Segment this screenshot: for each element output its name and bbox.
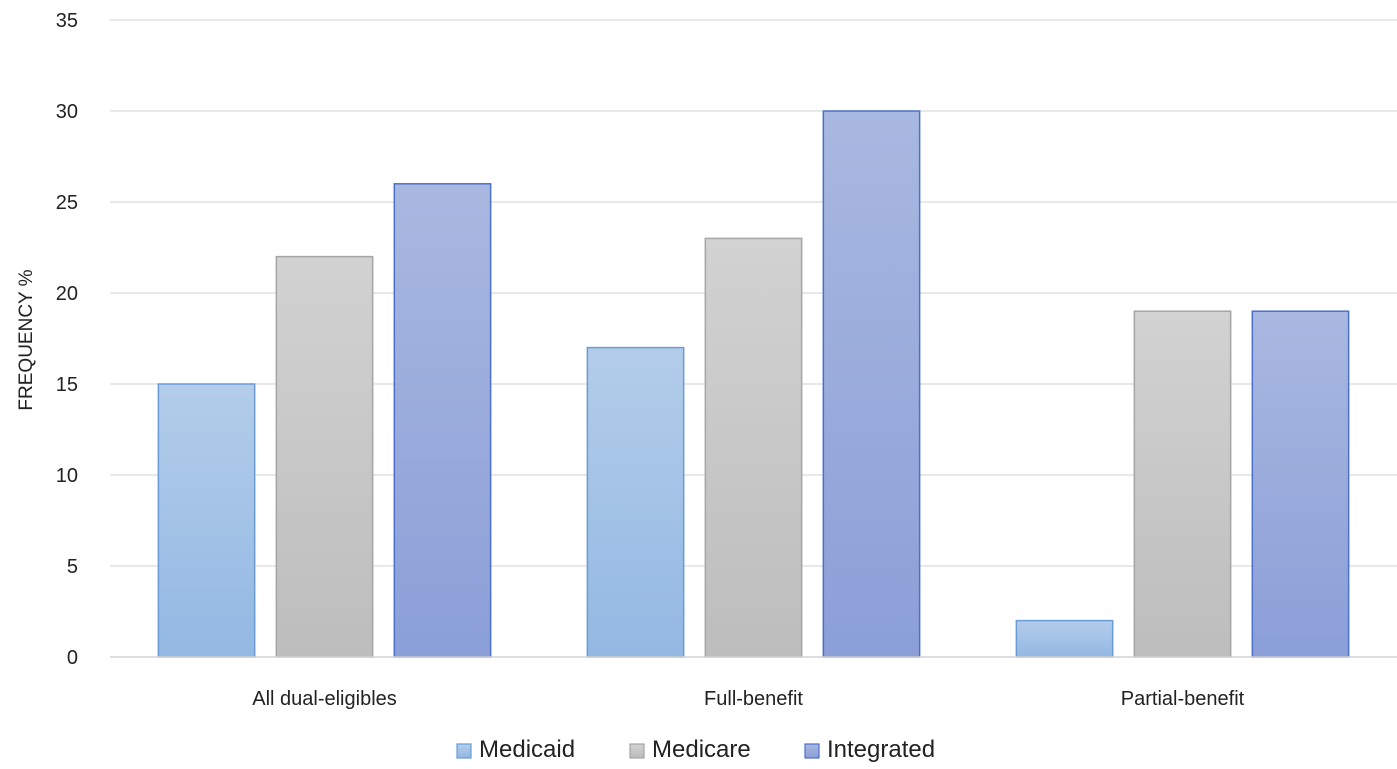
legend-label: Medicare	[652, 736, 751, 763]
legend-item-integrated: Integrated	[804, 736, 935, 763]
y-tick-label: 35	[56, 10, 78, 32]
y-tick-label: 20	[56, 283, 78, 305]
bar-medicare-all-dual-eligibles	[275, 255, 374, 658]
y-axis-ticks: 0 5 10 15 20 25 30 35	[56, 10, 78, 669]
y-tick-label: 5	[67, 556, 78, 578]
y-tick-label: 30	[56, 101, 78, 123]
x-axis-ticks: All dual-eligibles Full-benefit Partial-be…	[252, 688, 1244, 710]
y-tick-label: 0	[67, 647, 78, 669]
legend: Medicaid Medicare Integrated	[456, 736, 935, 763]
y-axis-label: FREQUENCY %	[16, 269, 37, 410]
y-tick-label: 15	[56, 374, 78, 396]
x-tick-label: Full-benefit	[704, 688, 803, 710]
bar-integrated-full-benefit	[822, 110, 921, 658]
legend-item-medicaid: Medicaid	[456, 736, 575, 763]
legend-item-medicare: Medicare	[629, 736, 751, 763]
legend-label: Medicaid	[479, 736, 575, 763]
x-tick-label: Partial-benefit	[1121, 688, 1245, 710]
legend-swatch	[456, 743, 472, 759]
bars	[157, 110, 1350, 658]
bar-medicare-partial-benefit	[1133, 310, 1232, 658]
y-tick-label: 10	[56, 465, 78, 487]
y-tick-label: 25	[56, 192, 78, 214]
bar-medicaid-full-benefit	[586, 346, 685, 658]
x-tick-label: All dual-eligibles	[252, 688, 397, 710]
legend-swatch	[629, 743, 645, 759]
bar-integrated-partial-benefit	[1251, 310, 1350, 658]
legend-label: Integrated	[827, 736, 935, 763]
legend-swatch	[804, 743, 820, 759]
bar-medicaid-partial-benefit	[1015, 619, 1114, 658]
bar-integrated-all-dual-eligibles	[393, 183, 492, 658]
bar-medicaid-all-dual-eligibles	[157, 383, 256, 658]
bar-medicare-full-benefit	[704, 237, 803, 658]
